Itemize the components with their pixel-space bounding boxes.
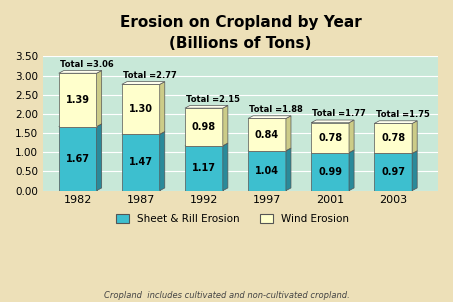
Polygon shape [248,151,286,191]
Polygon shape [349,150,354,191]
Text: 1.30: 1.30 [129,104,153,114]
Polygon shape [311,153,349,191]
Polygon shape [374,153,412,191]
Polygon shape [311,123,349,153]
Text: Total =2.15: Total =2.15 [186,95,240,104]
Polygon shape [349,120,354,153]
Title: Erosion on Cropland by Year
(Billions of Tons): Erosion on Cropland by Year (Billions of… [120,15,361,51]
Text: 0.98: 0.98 [192,122,216,132]
Polygon shape [122,84,160,134]
Text: Cropland  includes cultivated and non-cultivated cropland.: Cropland includes cultivated and non-cul… [104,291,349,300]
Polygon shape [311,120,354,123]
Text: Total =1.88: Total =1.88 [249,105,303,114]
Polygon shape [248,118,286,151]
Polygon shape [59,124,101,127]
Text: Total =2.77: Total =2.77 [123,71,177,80]
Polygon shape [374,124,412,153]
Text: 1.67: 1.67 [66,154,90,164]
Polygon shape [412,121,417,153]
Polygon shape [59,73,96,127]
Polygon shape [374,121,417,124]
Polygon shape [412,151,417,191]
Text: 1.04: 1.04 [255,166,279,176]
Polygon shape [160,132,165,191]
Text: 0.99: 0.99 [318,167,342,177]
Polygon shape [311,150,354,153]
Polygon shape [374,151,417,153]
Polygon shape [185,146,223,191]
Polygon shape [185,105,228,108]
Text: 0.84: 0.84 [255,130,279,140]
Polygon shape [96,124,101,191]
Polygon shape [286,116,291,151]
Polygon shape [185,108,223,146]
Text: 0.78: 0.78 [318,133,342,143]
Text: 1.39: 1.39 [66,95,90,105]
Polygon shape [185,143,228,146]
Polygon shape [223,105,228,146]
Polygon shape [286,148,291,191]
Text: Total =1.75: Total =1.75 [376,110,429,119]
Text: 0.97: 0.97 [381,167,405,177]
Text: 1.47: 1.47 [129,157,153,167]
Polygon shape [223,143,228,191]
Text: 0.78: 0.78 [381,133,405,143]
Polygon shape [248,148,291,151]
Polygon shape [248,116,291,118]
Polygon shape [96,71,101,127]
Text: Total =3.06: Total =3.06 [60,60,114,69]
Polygon shape [122,134,160,191]
Polygon shape [59,71,101,73]
Polygon shape [160,82,165,134]
Polygon shape [122,132,165,134]
Text: 1.17: 1.17 [192,163,216,173]
Polygon shape [59,127,96,191]
Text: Total =1.77: Total =1.77 [313,110,366,118]
Legend: Sheet & Rill Erosion, Wind Erosion: Sheet & Rill Erosion, Wind Erosion [112,210,353,228]
Polygon shape [122,82,165,84]
